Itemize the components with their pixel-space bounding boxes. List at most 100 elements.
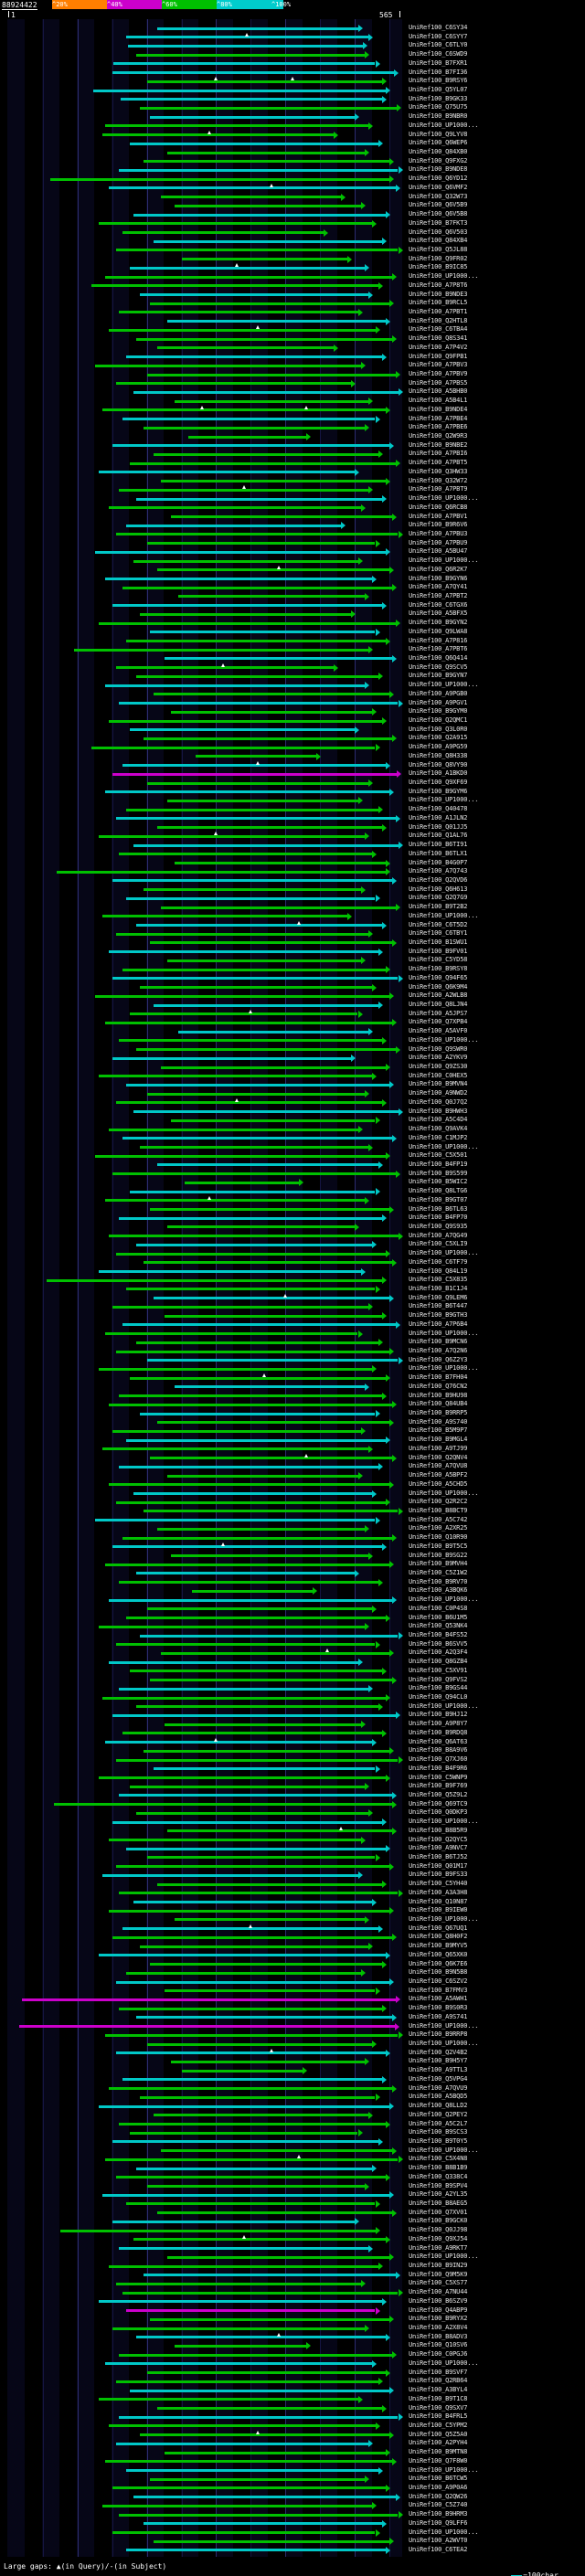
hit-label[interactable]: UniRef100_A5C2L7 — [409, 2119, 468, 2127]
hit-label[interactable]: UniRef100_B9HWH3 — [409, 1107, 468, 1115]
hit-label[interactable]: UniRef100_B9H5Y7 — [409, 2057, 468, 2065]
hit-label[interactable]: UniRef100_A5B4L1 — [409, 397, 468, 405]
hit-label[interactable]: UniRef100_Q6VMF2 — [409, 183, 468, 191]
hit-bar[interactable] — [112, 2486, 386, 2490]
hit-label[interactable]: UniRef100_B4G0P7 — [409, 858, 468, 866]
hit-bar[interactable] — [171, 1118, 376, 1122]
hit-label[interactable]: UniRef100_Q8S341 — [409, 334, 468, 343]
hit-label[interactable]: UniRef100_Q01JJ5 — [409, 822, 468, 831]
hit-label[interactable]: UniRef100_Q2QYC5 — [409, 1835, 468, 1843]
hit-bar[interactable] — [133, 1901, 372, 1904]
hit-bar[interactable] — [171, 2060, 366, 2063]
hit-label[interactable]: UniRef100_Q2V4B2 — [409, 2048, 468, 2056]
hit-bar[interactable] — [133, 2496, 397, 2499]
hit-label[interactable]: UniRef100_Q84L19 — [409, 1267, 468, 1275]
hit-label[interactable]: UniRef100_C6TGX6 — [409, 600, 468, 609]
hit-bar[interactable] — [22, 1998, 397, 2001]
hit-bar[interactable] — [157, 1882, 383, 1886]
hit-bar[interactable] — [98, 1367, 372, 1371]
hit-bar[interactable] — [125, 808, 379, 811]
hit-label[interactable]: UniRef100_Q8H338 — [409, 751, 468, 759]
hit-bar[interactable] — [115, 666, 335, 670]
hit-label[interactable]: UniRef100_Q6V5B8 — [409, 210, 468, 218]
hit-label[interactable]: UniRef100_A5BFX5 — [409, 610, 468, 618]
hit-label[interactable]: UniRef100_A9S740 — [409, 1417, 468, 1426]
hit-label[interactable]: UniRef100_B9MCN6 — [409, 1338, 468, 1346]
hit-label[interactable]: UniRef100_B9RYX2 — [409, 2315, 468, 2323]
hit-bar[interactable] — [167, 151, 366, 154]
hit-bar[interactable] — [122, 1323, 397, 1327]
hit-label[interactable]: UniRef100_Q2QMC1 — [409, 716, 468, 725]
hit-bar[interactable] — [115, 2380, 379, 2383]
hit-label[interactable]: UniRef100_A2XR25 — [409, 1524, 468, 1532]
hit-bar[interactable] — [109, 1483, 389, 1487]
hit-label[interactable]: UniRef100_A9PGV1 — [409, 698, 468, 706]
hit-bar[interactable] — [119, 1687, 368, 1691]
hit-bar[interactable] — [109, 1403, 393, 1406]
hit-bar[interactable] — [133, 390, 399, 394]
hit-label[interactable]: UniRef100_Q2W9R3 — [409, 432, 468, 440]
hit-bar[interactable] — [167, 320, 386, 323]
hit-bar[interactable] — [109, 2424, 376, 2428]
hit-bar[interactable] — [105, 2460, 393, 2464]
hit-label[interactable]: UniRef100_A1BKD0 — [409, 769, 468, 778]
hit-label[interactable]: UniRef100_B7FMV3 — [409, 1986, 468, 1994]
hit-bar[interactable] — [136, 924, 383, 928]
hit-bar[interactable] — [125, 640, 386, 643]
hit-label[interactable]: UniRef100_Q5YL07 — [409, 86, 468, 94]
hit-label[interactable]: UniRef100_C5XLI9 — [409, 1240, 468, 1248]
hit-label[interactable]: UniRef100_UP1000... — [409, 557, 479, 565]
hit-label[interactable]: UniRef100_A5BQD5 — [409, 2093, 468, 2101]
hit-label[interactable]: UniRef100_Q8GZB4 — [409, 1658, 468, 1666]
hit-label[interactable]: UniRef100_A9TTL3 — [409, 2066, 468, 2074]
hit-label[interactable]: UniRef100_A9S741 — [409, 2012, 468, 2020]
hit-bar[interactable] — [140, 2433, 389, 2437]
hit-bar[interactable] — [94, 1519, 376, 1522]
hit-bar[interactable] — [98, 2300, 383, 2304]
hit-bar[interactable] — [174, 204, 362, 207]
hit-bar[interactable] — [129, 2131, 358, 2135]
hit-bar[interactable] — [98, 2398, 358, 2401]
hit-label[interactable]: UniRef100_B6TCW5 — [409, 2475, 468, 2483]
hit-bar[interactable] — [125, 355, 382, 359]
hit-bar[interactable] — [164, 657, 393, 661]
hit-bar[interactable] — [143, 2274, 397, 2277]
hit-label[interactable]: UniRef100_A3BQK6 — [409, 1586, 468, 1595]
hit-bar[interactable] — [171, 710, 372, 714]
hit-label[interactable]: UniRef100_Q6K9M4 — [409, 982, 468, 991]
hit-label[interactable]: UniRef100_B5M9P7 — [409, 1426, 468, 1435]
hit-label[interactable]: UniRef100_A5C4D4 — [409, 1116, 468, 1124]
hit-bar[interactable] — [105, 1563, 389, 1566]
hit-label[interactable]: UniRef100_Q69TC9 — [409, 1799, 468, 1807]
hit-bar[interactable] — [171, 515, 393, 518]
hit-bar[interactable] — [133, 559, 358, 563]
hit-label[interactable]: UniRef100_Q84UB4 — [409, 1400, 468, 1408]
hit-bar[interactable] — [125, 2549, 386, 2552]
hit-label[interactable]: UniRef100_A7PBV3 — [409, 361, 468, 369]
hit-bar[interactable] — [129, 1190, 376, 1193]
hit-bar[interactable] — [109, 328, 376, 332]
hit-label[interactable]: UniRef100_B9T1C8 — [409, 2394, 468, 2402]
hit-bar[interactable] — [160, 196, 341, 199]
hit-label[interactable]: UniRef100_B9GCK0 — [409, 2217, 468, 2225]
hit-bar[interactable] — [105, 1021, 393, 1024]
hit-label[interactable]: UniRef100_UP1000... — [409, 1818, 479, 1826]
hit-label[interactable]: UniRef100_A7PBT2 — [409, 591, 468, 599]
hit-bar[interactable] — [167, 1829, 393, 1833]
hit-bar[interactable] — [98, 1075, 372, 1078]
hit-bar[interactable] — [143, 2522, 383, 2526]
hit-bar[interactable] — [154, 693, 389, 696]
hit-bar[interactable] — [143, 888, 362, 892]
hit-label[interactable]: UniRef100_Q9SCV5 — [409, 663, 468, 671]
hit-bar[interactable] — [115, 1980, 389, 1984]
hit-label[interactable]: UniRef100_Q9LYV8 — [409, 130, 468, 138]
hit-bar[interactable] — [98, 222, 372, 226]
hit-label[interactable]: UniRef100_A9PG59 — [409, 743, 468, 751]
hit-label[interactable]: UniRef100_A7PBI6 — [409, 450, 468, 458]
hit-label[interactable]: UniRef100_A9TJ99 — [409, 1444, 468, 1452]
hit-label[interactable]: UniRef100_A7PBE6 — [409, 423, 468, 431]
hit-label[interactable]: UniRef100_A2PYH4 — [409, 2439, 468, 2447]
hit-label[interactable]: UniRef100_Q7XJ60 — [409, 1755, 468, 1764]
hit-bar[interactable] — [150, 631, 376, 634]
hit-bar[interactable] — [122, 2291, 399, 2295]
